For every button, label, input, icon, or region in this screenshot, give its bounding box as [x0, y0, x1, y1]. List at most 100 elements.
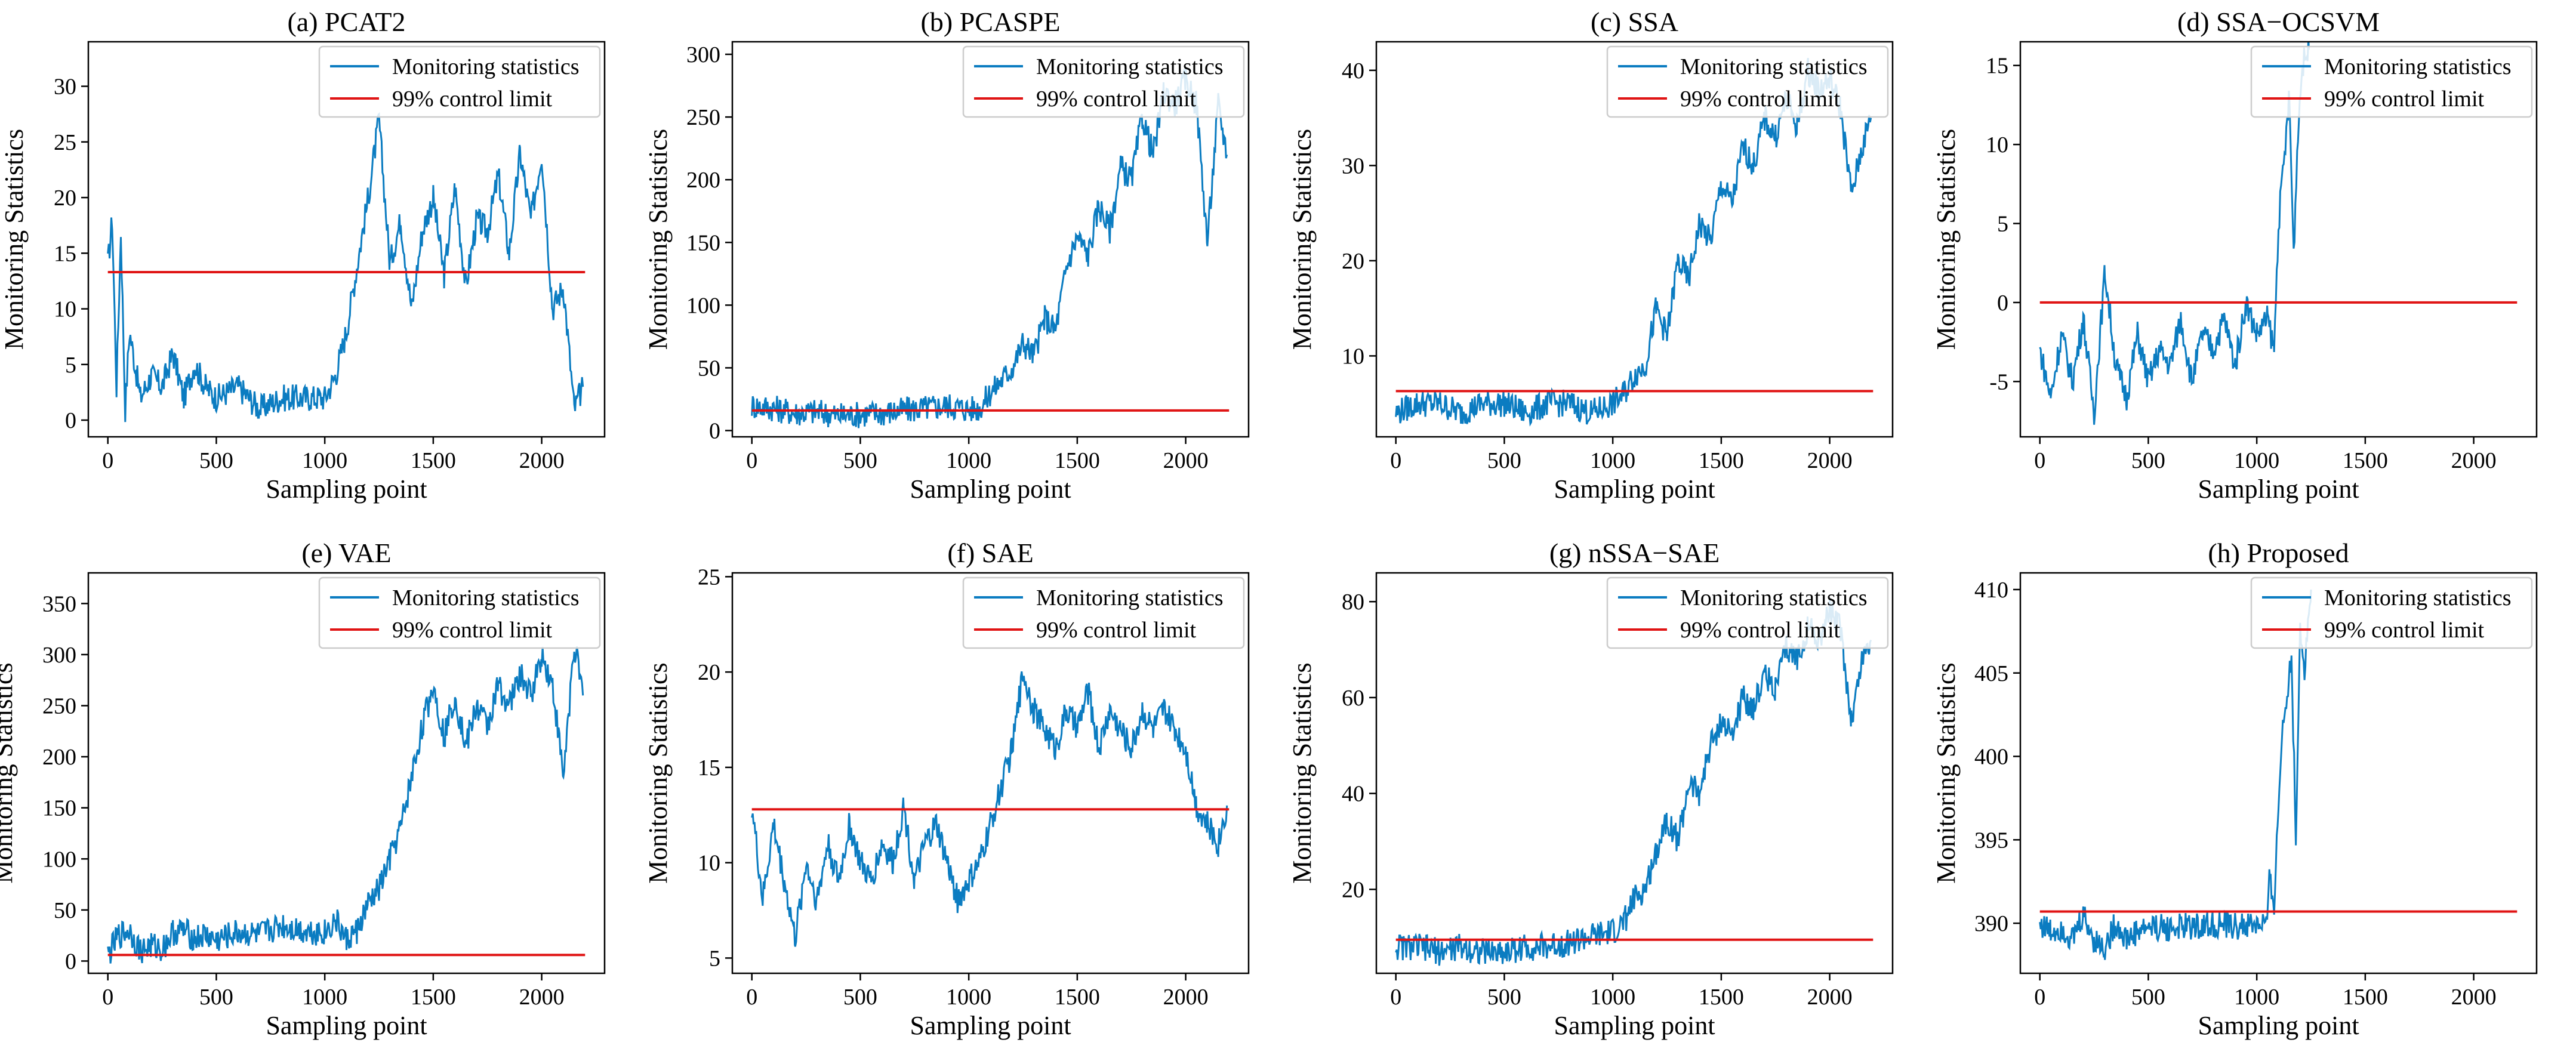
legend: Monitoring statistics 99% control limit [2250, 576, 2533, 649]
y-tick-label: 0 [65, 408, 76, 433]
y-tick-label: 405 [1974, 661, 2008, 686]
x-tick-label: 0 [2034, 985, 2045, 1010]
series-line-monitoring [2039, 42, 2310, 425]
series-line-monitoring [107, 646, 584, 964]
legend-label-limit: 99% control limit [1680, 87, 1841, 112]
chart-panel-5: 0 500 1000 1500 2000 0 50 100 150 200 250 300 350 (e)… [0, 538, 606, 1040]
x-tick-label: 2000 [519, 448, 565, 473]
y-tick-label: 250 [42, 694, 76, 719]
x-tick-label: 500 [1487, 448, 1521, 473]
legend-label-monitoring: Monitoring statistics [392, 54, 580, 79]
y-tick-label: 300 [686, 42, 720, 67]
chart-title: (g) nSSA−SAE [1549, 538, 1720, 568]
series-line-monitoring [1395, 599, 1872, 966]
plot-frame [731, 572, 1250, 974]
x-tick-label: 500 [1487, 985, 1521, 1010]
chart-title: (d) SSA−OCSVM [2177, 7, 2380, 37]
x-tick-label: 1000 [2234, 448, 2279, 473]
x-tick-label: 0 [1390, 985, 1401, 1010]
x-tick-label: 1500 [1699, 985, 1744, 1010]
x-tick-label: 1000 [1590, 985, 1635, 1010]
y-tick-label: 150 [42, 796, 76, 821]
y-axis-label: Monitoring Statistics [1287, 662, 1317, 883]
y-tick-label: 200 [42, 745, 76, 770]
chart-title: (c) SSA [1591, 7, 1678, 37]
y-tick-label: 50 [698, 356, 720, 381]
chart-panel-3: 0 500 1000 1500 2000 10 20 30 40 (c) SSA Sampling … [1287, 7, 1894, 504]
y-axis-label: Monitoring Statistics [0, 662, 18, 883]
x-tick-label: 1500 [1699, 448, 1744, 473]
x-axis-label: Sampling point [266, 1011, 427, 1040]
y-tick-label: 10 [1986, 132, 2008, 158]
y-tick-label: 20 [1342, 249, 1364, 274]
legend: Monitoring statistics 99% control limit [962, 45, 1245, 118]
x-tick-label: 500 [843, 985, 877, 1010]
y-tick-label: 350 [42, 591, 76, 616]
chart-title: (f) SAE [947, 538, 1033, 568]
x-axis-label: Sampling point [266, 474, 427, 504]
chart-title: (e) VAE [301, 538, 391, 568]
legend-box [318, 45, 601, 118]
y-tick-label: 40 [1342, 782, 1364, 807]
x-tick-label: 2000 [1807, 448, 1853, 473]
legend-label-limit: 99% control limit [1036, 618, 1197, 643]
legend-box [1606, 45, 1889, 118]
y-tick-label: 40 [1342, 58, 1364, 84]
x-tick-label: 0 [102, 985, 113, 1010]
y-tick-label: 100 [686, 293, 720, 318]
chart-panel-7: 0 500 1000 1500 2000 20 40 60 80 (g) nSSA−SAE Samp… [1287, 538, 1894, 1040]
y-tick-label: 410 [1974, 578, 2008, 603]
x-tick-label: 1000 [2234, 985, 2279, 1010]
plot-frame [1375, 572, 1894, 974]
legend-label-monitoring: Monitoring statistics [1680, 585, 1868, 610]
legend-label-limit: 99% control limit [2324, 618, 2485, 643]
y-tick-label: 0 [709, 418, 720, 443]
x-tick-label: 500 [199, 985, 233, 1010]
y-tick-label: 10 [698, 851, 720, 876]
y-tick-label: 100 [42, 847, 76, 872]
legend-label-monitoring: Monitoring statistics [392, 585, 580, 610]
legend: Monitoring statistics 99% control limit [962, 576, 1245, 649]
x-tick-label: 0 [102, 448, 113, 473]
chart-panel-1: 0 500 1000 1500 2000 0 5 10 15 20 25 30 (a) PCAT2 Sam… [0, 7, 606, 504]
x-tick-label: 1000 [302, 448, 347, 473]
y-tick-label: 400 [1974, 745, 2008, 770]
y-tick-label: 15 [1986, 54, 2008, 79]
x-tick-label: 0 [1390, 448, 1401, 473]
plot-frame [2019, 41, 2538, 438]
y-tick-label: 150 [686, 230, 720, 255]
y-tick-label: 25 [698, 565, 720, 590]
y-tick-label: 20 [1342, 877, 1364, 902]
legend: Monitoring statistics 99% control limit [2250, 45, 2533, 118]
x-axis-label: Sampling point [910, 474, 1071, 504]
series-line-monitoring [2039, 589, 2312, 960]
y-tick-label: 30 [54, 75, 76, 100]
legend-box [2250, 576, 2533, 649]
x-tick-label: 1000 [1590, 448, 1635, 473]
x-tick-label: 2000 [1807, 985, 1853, 1010]
plot-frame [87, 41, 606, 438]
legend-label-limit: 99% control limit [2324, 87, 2485, 112]
chart-panel-8: 0 500 1000 1500 2000 390 395 400 405 410 (h) Propo… [1931, 538, 2538, 1040]
x-axis-label: Sampling point [2198, 1011, 2359, 1040]
y-axis-label: Monitoring Statistics [0, 129, 29, 350]
y-axis-label: Monitoring Statistics [1931, 129, 1961, 350]
x-tick-label: 500 [2131, 448, 2165, 473]
y-tick-label: 250 [686, 105, 720, 130]
x-tick-label: 0 [746, 985, 757, 1010]
x-tick-label: 500 [843, 448, 877, 473]
legend-label-limit: 99% control limit [1680, 618, 1841, 643]
legend-label-limit: 99% control limit [392, 87, 553, 112]
y-tick-label: 60 [1342, 686, 1364, 711]
y-tick-label: 25 [54, 130, 76, 155]
x-tick-label: 2000 [2451, 985, 2497, 1010]
x-tick-label: 1000 [946, 985, 991, 1010]
x-tick-label: 0 [746, 448, 757, 473]
y-axis-label: Monitoring Statistics [643, 662, 673, 883]
y-axis-label: Monitoring Statistics [1287, 129, 1317, 350]
plot-frame [87, 572, 606, 974]
y-tick-label: 15 [54, 241, 76, 266]
chart-panel-2: 0 500 1000 1500 2000 0 50 100 150 200 250 300 (b) PC… [643, 7, 1250, 504]
x-axis-label: Sampling point [910, 1011, 1071, 1040]
series-line-monitoring [751, 67, 1228, 428]
